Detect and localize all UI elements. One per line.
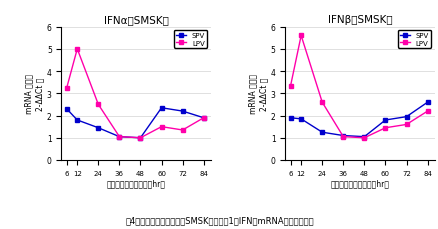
Legend: SPV, LPV: SPV, LPV bbox=[173, 31, 207, 48]
Y-axis label: mRNA 発現量
2-ΔΔCt 値: mRNA 発現量 2-ΔΔCt 値 bbox=[25, 74, 44, 114]
Title: IFNα（SMSK）: IFNα（SMSK） bbox=[103, 15, 168, 25]
X-axis label: ウイルス接種後時間（hr）: ウイルス接種後時間（hr） bbox=[330, 179, 389, 188]
Y-axis label: mRNA 発現量
2-ΔΔCt 値: mRNA 発現量 2-ΔΔCt 値 bbox=[248, 74, 267, 114]
X-axis label: ウイルス接種後時間（hr）: ウイルス接種後時間（hr） bbox=[106, 179, 165, 188]
Legend: SPV, LPV: SPV, LPV bbox=[397, 31, 430, 48]
Title: IFNβ（SMSK）: IFNβ（SMSK） bbox=[327, 15, 392, 25]
Text: 围4　ウイルス接種に伴うSMSKにおける1型IFNのmRNA発現量の推移: 围4 ウイルス接種に伴うSMSKにおける1型IFNのmRNA発現量の推移 bbox=[125, 215, 313, 224]
